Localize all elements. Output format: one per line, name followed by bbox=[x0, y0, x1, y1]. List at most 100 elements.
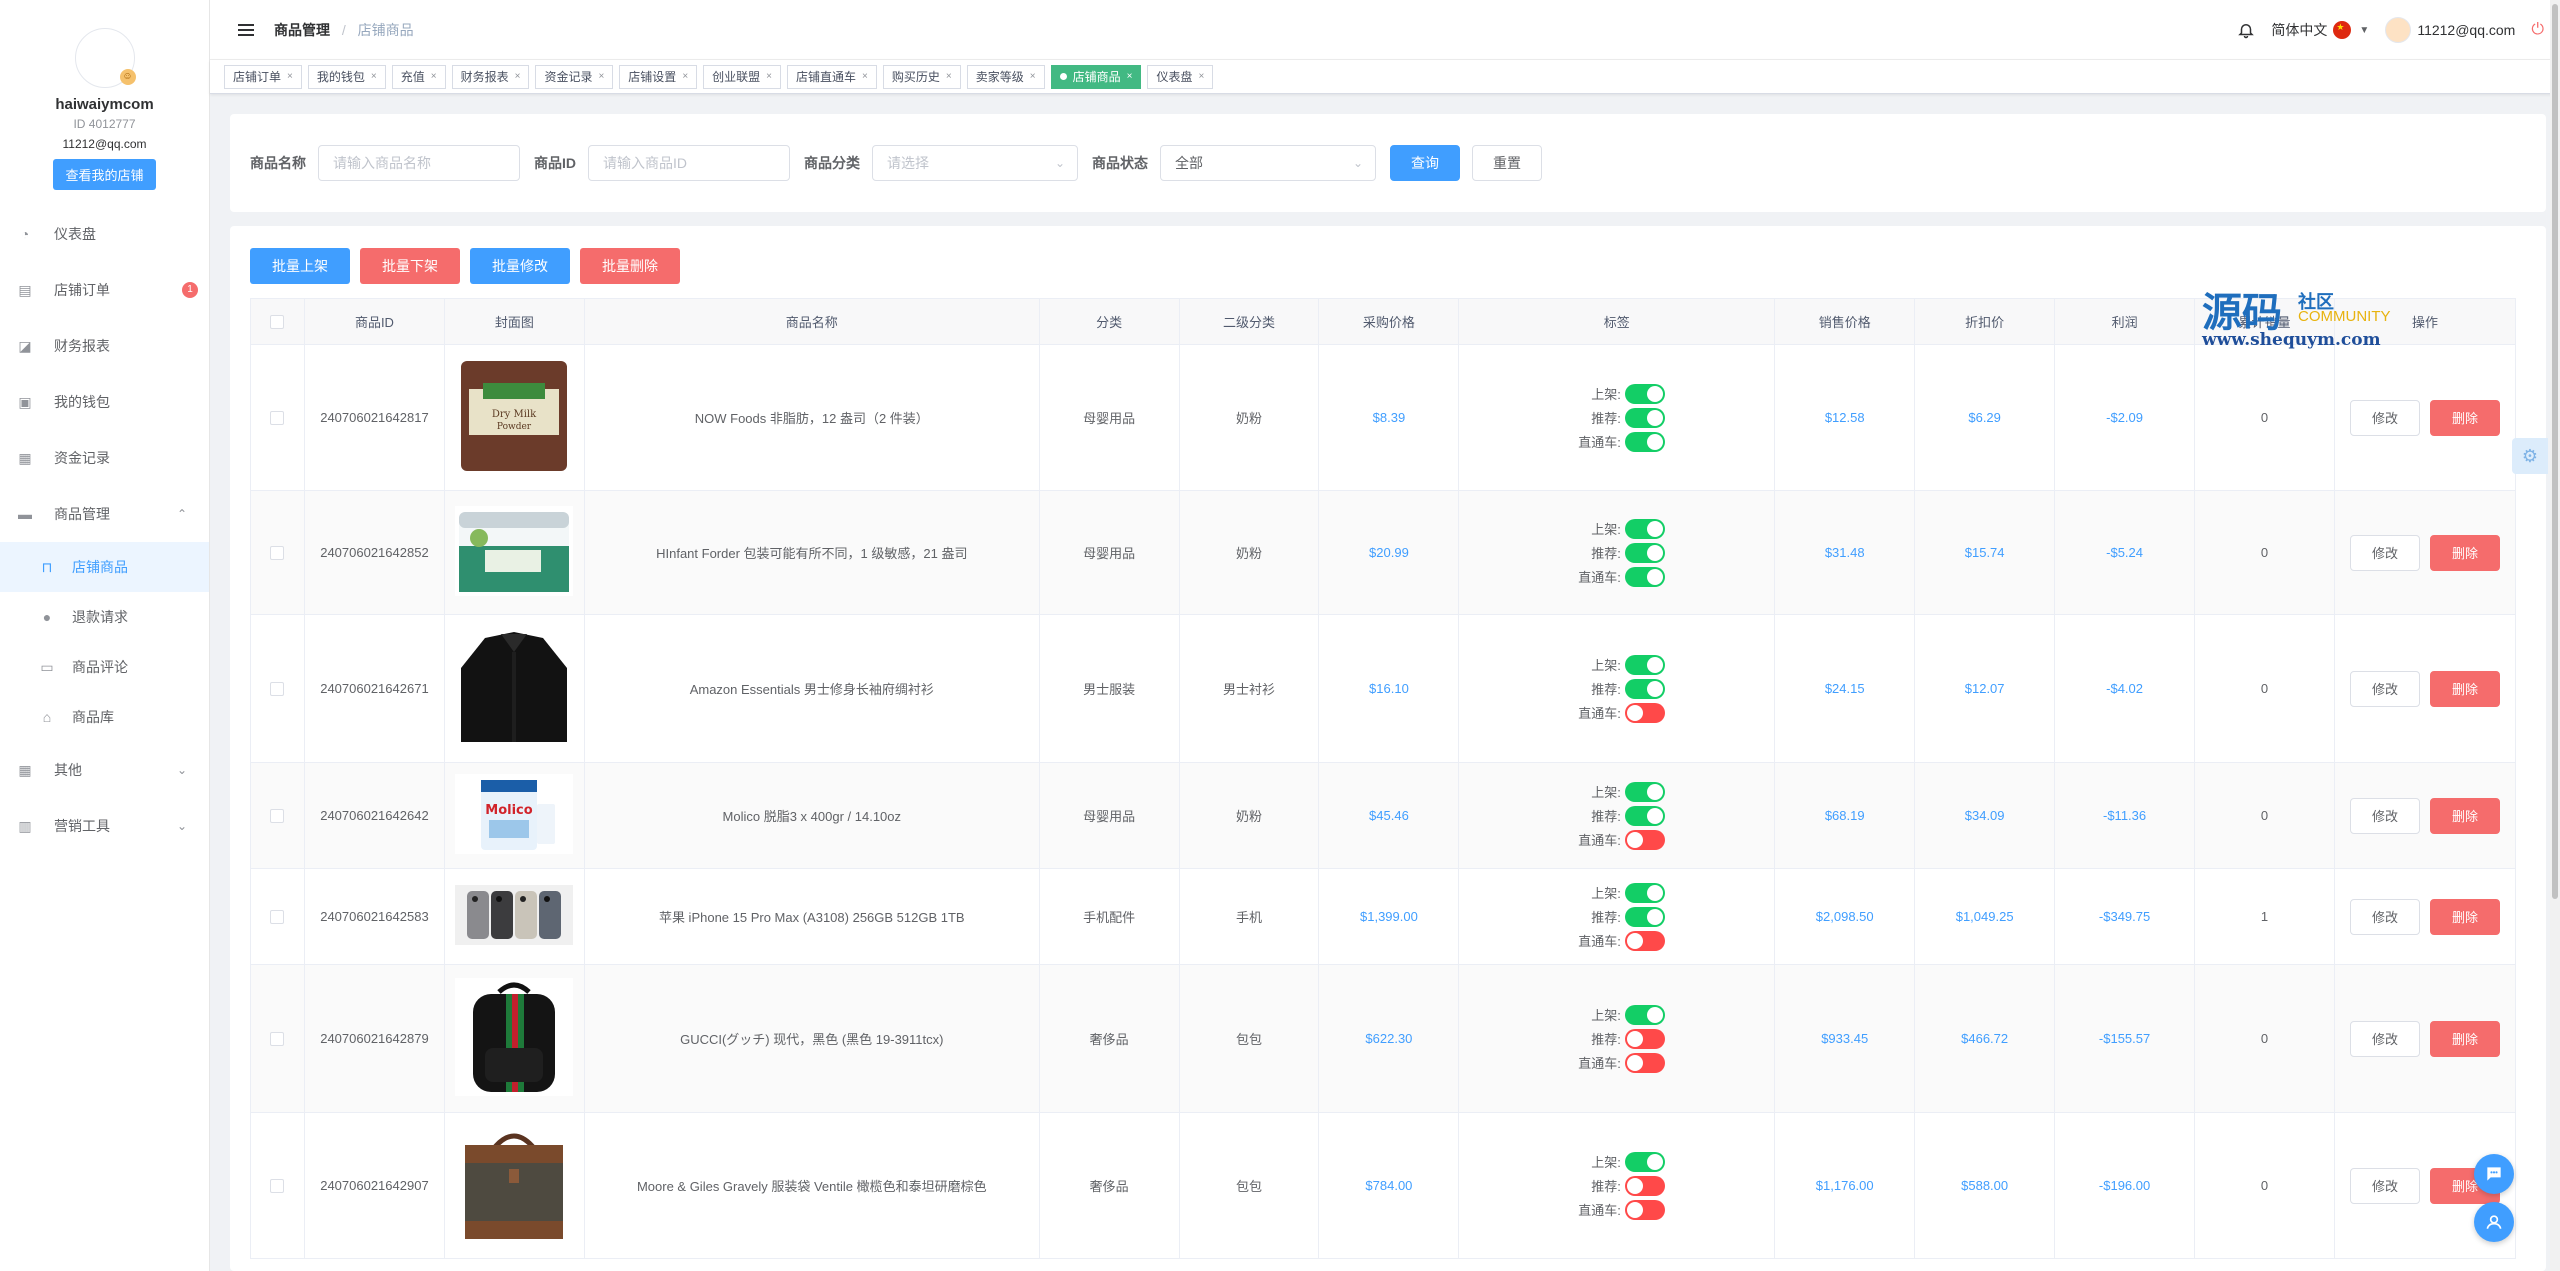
edit-button[interactable]: 修改 bbox=[2349, 797, 2420, 834]
delete-button[interactable]: 删除 bbox=[2429, 670, 2500, 707]
row-checkbox[interactable] bbox=[270, 411, 285, 426]
close-icon[interactable]: × bbox=[766, 71, 773, 82]
row-checkbox[interactable] bbox=[270, 1032, 285, 1047]
chat-bubble-icon[interactable] bbox=[2474, 1154, 2514, 1194]
select-all-checkbox[interactable] bbox=[270, 315, 285, 330]
close-icon[interactable]: × bbox=[682, 71, 689, 82]
express-switch[interactable] bbox=[1624, 566, 1665, 587]
product-cover-image[interactable] bbox=[455, 1125, 574, 1246]
row-checkbox[interactable] bbox=[270, 682, 285, 697]
tag-view-item[interactable]: 财务报表 × bbox=[451, 64, 530, 89]
tag-view-item[interactable]: 卖家等级 × bbox=[966, 64, 1045, 89]
close-icon[interactable]: × bbox=[1126, 71, 1133, 82]
reset-button[interactable]: 重置 bbox=[1472, 145, 1542, 181]
recommend-switch[interactable] bbox=[1624, 1175, 1665, 1196]
row-checkbox[interactable] bbox=[270, 1179, 285, 1194]
sidebar-item-funds[interactable]: ▦ 资金记录 bbox=[0, 430, 209, 486]
tag-view-item[interactable]: 店铺直通车 × bbox=[787, 64, 877, 89]
tag-view-item[interactable]: 创业联盟 × bbox=[703, 64, 782, 89]
express-switch[interactable] bbox=[1624, 431, 1665, 452]
recommend-switch[interactable] bbox=[1624, 1028, 1665, 1049]
sidebar-item-products[interactable]: ▬ 商品管理 ⌃ bbox=[0, 486, 209, 542]
settings-gear-icon[interactable]: ⚙ bbox=[2512, 438, 2548, 474]
batch-shelve-button[interactable]: 批量上架 bbox=[250, 248, 350, 284]
row-checkbox[interactable] bbox=[270, 809, 285, 824]
close-icon[interactable]: × bbox=[287, 71, 293, 82]
sidebar-item-dashboard[interactable]: ◔ 仪表盘 bbox=[0, 206, 209, 262]
row-checkbox[interactable] bbox=[270, 546, 285, 561]
language-select[interactable]: 简体中文 ▼ bbox=[2271, 20, 2369, 40]
edit-button[interactable]: 修改 bbox=[2349, 898, 2420, 935]
bell-icon[interactable] bbox=[2237, 21, 2255, 39]
on-shelf-switch[interactable] bbox=[1624, 882, 1665, 903]
tag-view-item[interactable]: 店铺设置 × bbox=[619, 64, 698, 89]
on-shelf-switch[interactable] bbox=[1624, 518, 1665, 539]
breadcrumb-item-product-management[interactable]: 商品管理 bbox=[274, 21, 330, 38]
avatar[interactable]: ☺ bbox=[74, 28, 136, 88]
on-shelf-switch[interactable] bbox=[1624, 1004, 1665, 1025]
edit-button[interactable]: 修改 bbox=[2349, 534, 2420, 571]
edit-button[interactable]: 修改 bbox=[2349, 399, 2420, 436]
tag-view-item[interactable]: 仪表盘 × bbox=[1147, 64, 1214, 89]
recommend-switch[interactable] bbox=[1624, 407, 1665, 428]
product-cover-image[interactable] bbox=[455, 978, 574, 1099]
sidebar-item-marketing[interactable]: ▥ 营销工具 ⌄ bbox=[0, 798, 209, 854]
delete-button[interactable]: 删除 bbox=[2429, 534, 2500, 571]
tag-view-item[interactable]: 购买历史 × bbox=[882, 64, 961, 89]
edit-button[interactable]: 修改 bbox=[2349, 670, 2420, 707]
tag-view-item[interactable]: 店铺订单 × bbox=[224, 64, 302, 89]
sidebar-item-wallet[interactable]: ▣ 我的钱包 bbox=[0, 374, 209, 430]
sidebar-item-refunds[interactable]: ● 退款请求 bbox=[0, 592, 209, 642]
close-icon[interactable]: × bbox=[370, 71, 377, 82]
tag-view-item[interactable]: 店铺商品 × bbox=[1050, 64, 1142, 89]
user-menu[interactable]: 11212@qq.com bbox=[2385, 17, 2515, 43]
hamburger-icon[interactable] bbox=[238, 23, 254, 36]
delete-button[interactable]: 删除 bbox=[2429, 399, 2500, 436]
recommend-switch[interactable] bbox=[1624, 906, 1665, 927]
sidebar-item-library[interactable]: ⌂ 商品库 bbox=[0, 692, 209, 742]
batch-delete-button[interactable]: 批量删除 bbox=[580, 248, 680, 284]
tag-view-item[interactable]: 我的钱包 × bbox=[307, 64, 386, 89]
page-scrollbar[interactable] bbox=[2550, 0, 2560, 1271]
product-cover-image[interactable] bbox=[455, 885, 574, 948]
close-icon[interactable]: × bbox=[945, 71, 952, 82]
batch-unshelve-button[interactable]: 批量下架 bbox=[360, 248, 460, 284]
product-category-select[interactable]: 请选择 ⌄ bbox=[872, 145, 1078, 181]
express-switch[interactable] bbox=[1624, 1199, 1665, 1220]
edit-button[interactable]: 修改 bbox=[2349, 1167, 2420, 1204]
delete-button[interactable]: 删除 bbox=[2429, 1020, 2500, 1057]
on-shelf-switch[interactable] bbox=[1624, 1151, 1665, 1172]
query-button[interactable]: 查询 bbox=[1390, 145, 1460, 181]
on-shelf-switch[interactable] bbox=[1624, 781, 1665, 802]
sidebar-item-orders[interactable]: ▤ 店铺订单 1 bbox=[0, 262, 209, 318]
close-icon[interactable]: × bbox=[1198, 71, 1205, 82]
express-switch[interactable] bbox=[1624, 702, 1665, 723]
recommend-switch[interactable] bbox=[1624, 678, 1665, 699]
recommend-switch[interactable] bbox=[1624, 542, 1665, 563]
product-status-select[interactable]: 全部 ⌄ bbox=[1160, 145, 1376, 181]
edit-button[interactable]: 修改 bbox=[2349, 1020, 2420, 1057]
product-cover-image[interactable]: Dry Milk Powder bbox=[455, 357, 574, 478]
close-icon[interactable]: × bbox=[598, 71, 605, 82]
tag-view-item[interactable]: 资金记录 × bbox=[535, 64, 614, 89]
sidebar-item-reviews[interactable]: ▭ 商品评论 bbox=[0, 642, 209, 692]
sidebar-item-finance[interactable]: ◪ 财务报表 bbox=[0, 318, 209, 374]
express-switch[interactable] bbox=[1624, 930, 1665, 951]
recommend-switch[interactable] bbox=[1624, 805, 1665, 826]
express-switch[interactable] bbox=[1624, 829, 1665, 850]
express-switch[interactable] bbox=[1624, 1052, 1665, 1073]
close-icon[interactable]: × bbox=[430, 71, 437, 82]
batch-edit-button[interactable]: 批量修改 bbox=[470, 248, 570, 284]
product-cover-image[interactable] bbox=[455, 506, 574, 599]
power-icon[interactable]: ⏻ bbox=[2531, 21, 2544, 38]
close-icon[interactable]: × bbox=[862, 71, 868, 82]
scrollbar-thumb[interactable] bbox=[2552, 4, 2558, 899]
close-icon[interactable]: × bbox=[1029, 71, 1036, 82]
sidebar-item-shop-products[interactable]: ⊓ 店铺商品 bbox=[0, 542, 209, 592]
row-checkbox[interactable] bbox=[270, 910, 285, 925]
product-cover-image[interactable] bbox=[455, 628, 574, 749]
close-icon[interactable]: × bbox=[514, 71, 521, 82]
delete-button[interactable]: 删除 bbox=[2429, 797, 2500, 834]
sidebar-item-other[interactable]: ▦ 其他 ⌄ bbox=[0, 742, 209, 798]
delete-button[interactable]: 删除 bbox=[2429, 898, 2500, 935]
